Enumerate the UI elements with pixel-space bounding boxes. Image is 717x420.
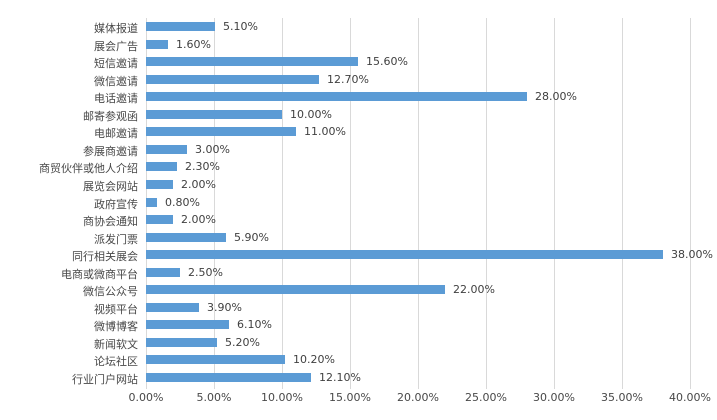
- gridline: [282, 18, 283, 389]
- value-label: 2.00%: [181, 178, 216, 191]
- category-label: 政府宣传: [94, 198, 138, 211]
- gridline: [350, 18, 351, 389]
- x-tick-label: 20.00%: [397, 391, 439, 404]
- bar: [146, 373, 311, 382]
- x-tick-label: 5.00%: [196, 391, 232, 404]
- value-label: 2.00%: [181, 213, 216, 226]
- x-axis: 0.00% 5.00% 10.00% 15.00% 20.00% 25.00% 30.00%…: [0, 391, 717, 407]
- x-tick-label: 25.00%: [465, 391, 507, 404]
- category-label: 派发门票: [94, 233, 138, 246]
- bar: [146, 162, 177, 171]
- bar: [146, 92, 527, 101]
- bar: [146, 233, 226, 242]
- bar: [146, 127, 296, 136]
- category-label: 行业门户网站: [72, 373, 138, 386]
- value-label: 3.00%: [195, 143, 230, 156]
- value-label: 10.20%: [293, 353, 335, 366]
- category-label: 邮寄参观函: [83, 110, 138, 123]
- gridline: [214, 18, 215, 389]
- category-label: 视频平台: [94, 303, 138, 316]
- bar: [146, 110, 282, 119]
- category-label: 电商或微商平台: [61, 268, 138, 281]
- value-label: 6.10%: [237, 318, 272, 331]
- category-label: 展览会网站: [83, 180, 138, 193]
- bar: [146, 303, 199, 312]
- category-label: 同行相关展会: [72, 250, 138, 263]
- bar: [146, 268, 180, 277]
- gridline: [486, 18, 487, 389]
- value-label: 15.60%: [366, 55, 408, 68]
- x-tick-label: 10.00%: [261, 391, 303, 404]
- bar: [146, 75, 319, 84]
- bar: [146, 215, 173, 224]
- value-label: 38.00%: [671, 248, 713, 261]
- gridline: [554, 18, 555, 389]
- value-label: 12.10%: [319, 371, 361, 384]
- bar: [146, 145, 187, 154]
- category-label: 展会广告: [94, 40, 138, 53]
- value-label: 10.00%: [290, 108, 332, 121]
- x-tick-label: 30.00%: [533, 391, 575, 404]
- category-label: 微信邀请: [94, 75, 138, 88]
- value-label: 22.00%: [453, 283, 495, 296]
- bar: [146, 40, 168, 49]
- x-tick-label: 15.00%: [329, 391, 371, 404]
- value-label: 0.80%: [165, 196, 200, 209]
- gridline: [418, 18, 419, 389]
- value-label: 1.60%: [176, 38, 211, 51]
- x-tick-label: 0.00%: [128, 391, 164, 404]
- value-label: 2.50%: [188, 266, 223, 279]
- category-label: 短信邀请: [94, 57, 138, 70]
- category-axis: 媒体报道展会广告短信邀请微信邀请电话邀请邮寄参观函电邮邀请参展商邀请商贸伙伴或他…: [0, 18, 142, 386]
- value-label: 5.10%: [223, 20, 258, 33]
- category-label: 媒体报道: [94, 22, 138, 35]
- bar: [146, 338, 217, 347]
- category-label: 商协会通知: [83, 215, 138, 228]
- category-label: 论坛社区: [94, 355, 138, 368]
- bar: [146, 250, 663, 259]
- value-label: 28.00%: [535, 90, 577, 103]
- bar: [146, 355, 285, 364]
- category-label: 商贸伙伴或他人介绍: [39, 162, 138, 175]
- plot-area: 5.10% 1.60% 15.60% 12.70% 28.00% 10.00% 11.00%…: [146, 18, 713, 389]
- x-tick-label: 40.00%: [669, 391, 711, 404]
- category-label: 新闻软文: [94, 338, 138, 351]
- value-label: 5.90%: [234, 231, 269, 244]
- x-tick-label: 35.00%: [601, 391, 643, 404]
- category-label: 微博博客: [94, 320, 138, 333]
- category-label: 参展商邀请: [83, 145, 138, 158]
- gridline: [622, 18, 623, 389]
- gridline: [690, 18, 691, 389]
- value-label: 5.20%: [225, 336, 260, 349]
- category-label: 电话邀请: [94, 92, 138, 105]
- value-label: 12.70%: [327, 73, 369, 86]
- bar: [146, 198, 157, 207]
- value-label: 3.90%: [207, 301, 242, 314]
- bar: [146, 22, 215, 31]
- value-label: 11.00%: [304, 125, 346, 138]
- bar: [146, 285, 445, 294]
- bar: [146, 180, 173, 189]
- bar: [146, 57, 358, 66]
- category-label: 电邮邀请: [94, 127, 138, 140]
- value-label: 2.30%: [185, 160, 220, 173]
- category-label: 微信公众号: [83, 285, 138, 298]
- bar: [146, 320, 229, 329]
